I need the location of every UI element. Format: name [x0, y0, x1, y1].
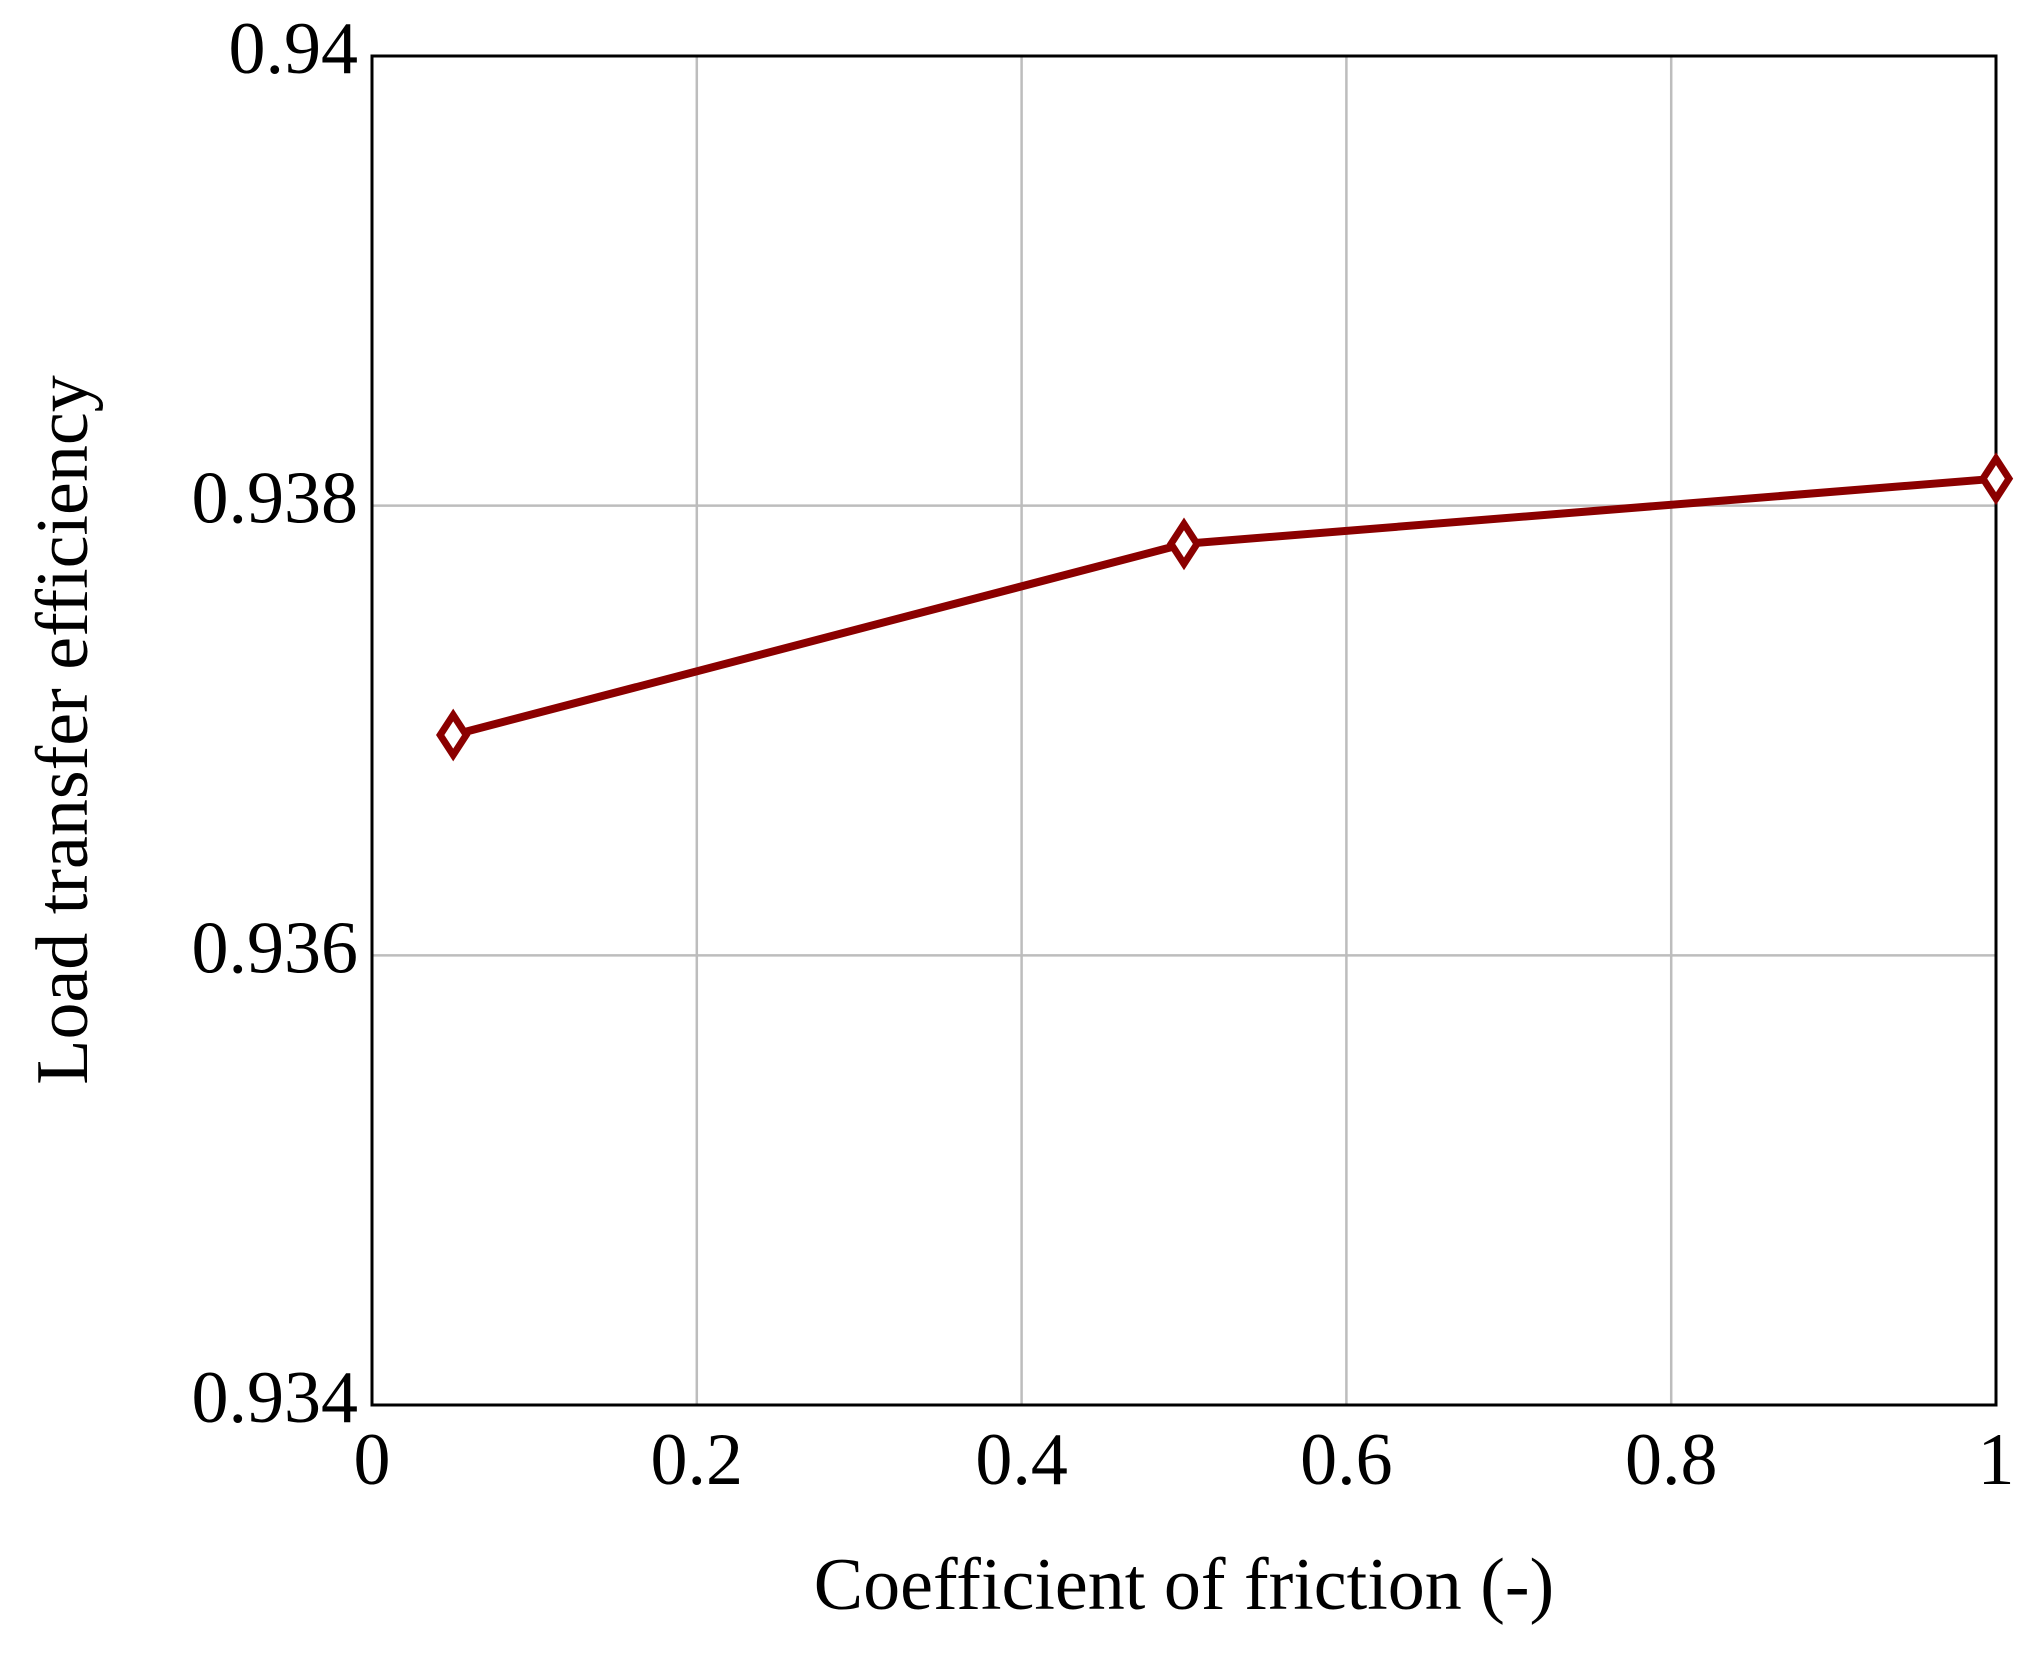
- marker: [1166, 517, 1202, 571]
- line: [452, 474, 1997, 739]
- marker: [436, 708, 471, 762]
- x-tick-label: 0.4: [975, 1419, 1068, 1501]
- y-tick-label: 0.936: [192, 907, 359, 989]
- y-tick-label: 0.94: [229, 8, 359, 90]
- x-tick-label: 1: [1978, 1419, 2015, 1501]
- x-axis-label: Coefficient of friction (-): [814, 1544, 1554, 1626]
- y-axis-label: Load transfer efficiency: [22, 375, 104, 1084]
- x-tick-label: 0: [354, 1419, 391, 1501]
- y-tick-label: 0.934: [192, 1357, 359, 1439]
- marker: [1978, 452, 2014, 506]
- x-tick-label: 0.6: [1300, 1419, 1393, 1501]
- y-tick-label: 0.938: [192, 458, 359, 540]
- x-tick-label: 0.8: [1625, 1419, 1718, 1501]
- x-tick-label: 0.2: [651, 1419, 744, 1501]
- plot-frame: [370, 54, 1998, 1407]
